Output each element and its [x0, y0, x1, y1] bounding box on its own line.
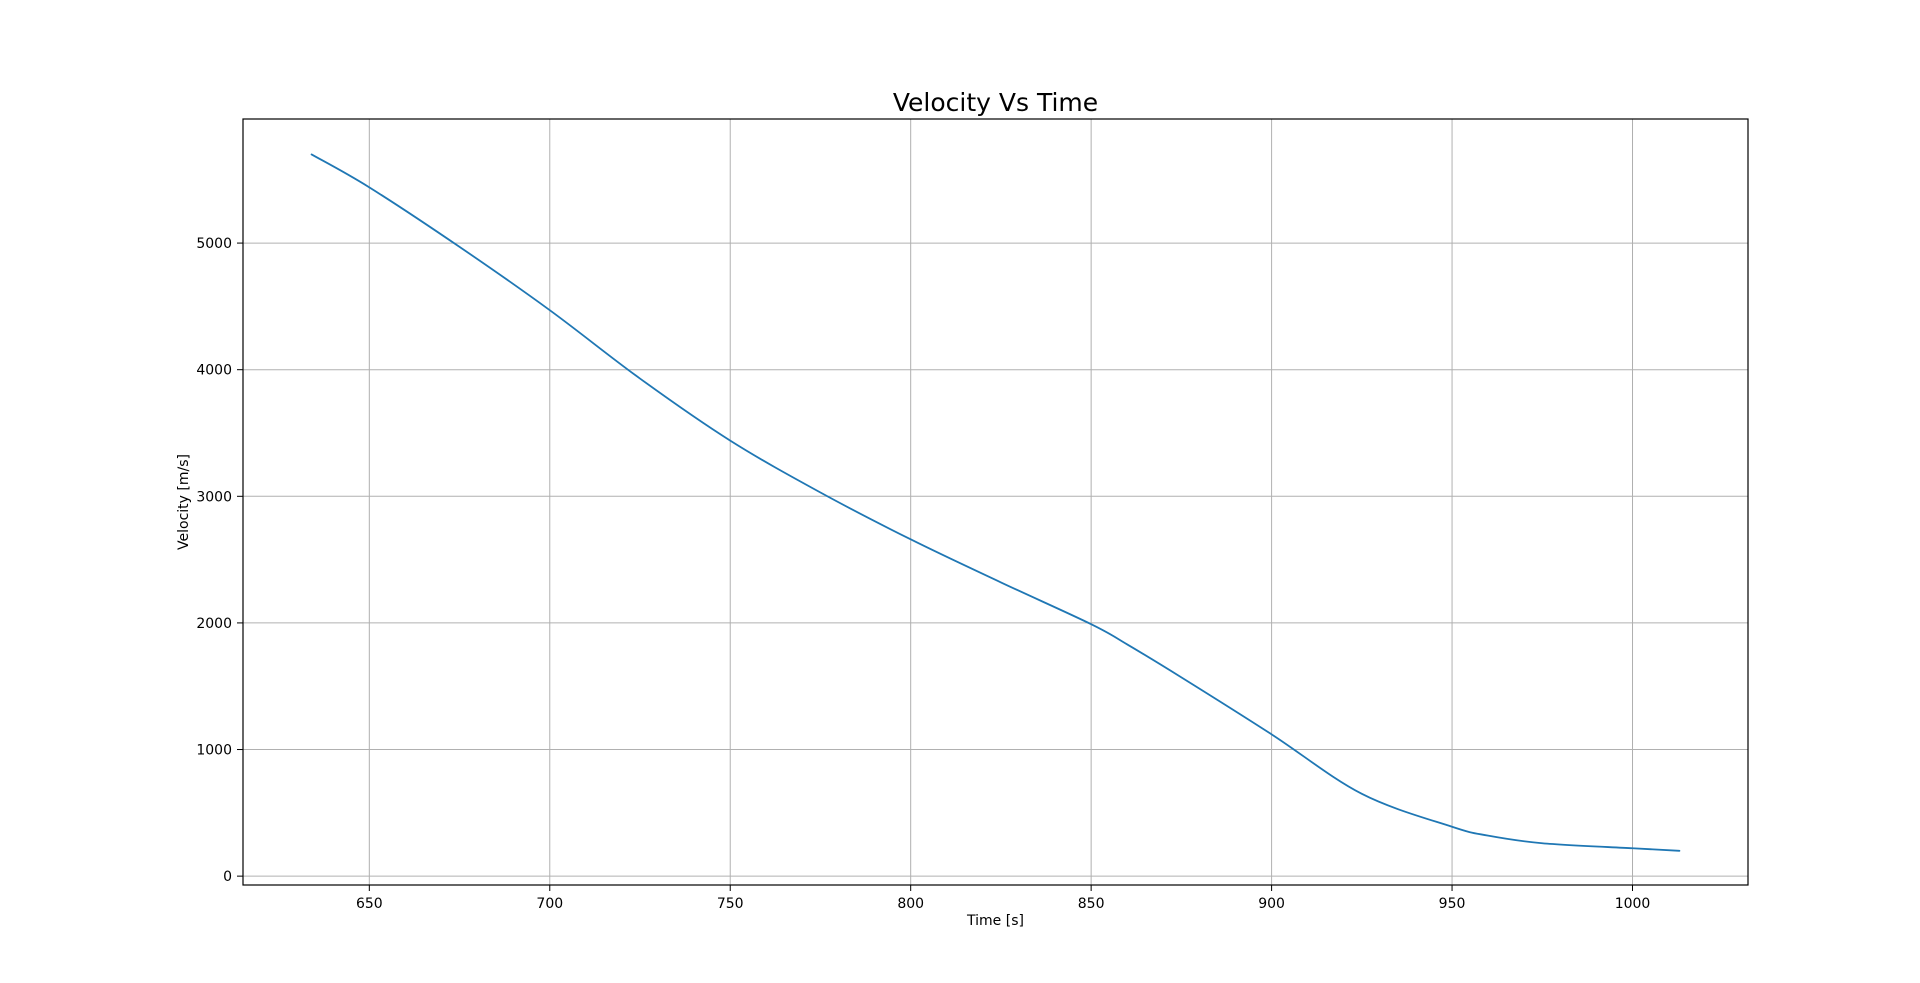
x-tick-label: 1000: [1615, 896, 1651, 912]
y-tick-label: 3000: [196, 489, 232, 505]
y-tick-label: 4000: [196, 363, 232, 379]
x-tick-label: 800: [897, 896, 924, 912]
x-tick-label: 700: [536, 896, 563, 912]
x-tick-label: 950: [1439, 896, 1466, 912]
x-tick-label: 750: [717, 896, 744, 912]
x-tick-label: 900: [1258, 896, 1285, 912]
series-layer: [310, 153, 1681, 852]
x-axis-label: Time [s]: [966, 913, 1024, 929]
chart-title: Velocity Vs Time: [893, 88, 1098, 117]
axes-frame: [242, 118, 1749, 886]
x-tick-label: 850: [1078, 896, 1105, 912]
y-tick-label: 2000: [196, 616, 232, 632]
y-axis-label: Velocity [m/s]: [176, 454, 192, 550]
y-tick-label: 5000: [196, 236, 232, 252]
y-tick-label: 0: [223, 869, 232, 885]
x-tick-label: 650: [356, 896, 383, 912]
tick-layer: 650 700 750 800 850 900 950 1000 0 1000 2000 3000 40…: [196, 236, 1650, 912]
velocity-series-line: [310, 153, 1681, 852]
y-tick-label: 1000: [196, 743, 232, 759]
grid-layer: [243, 119, 1748, 885]
